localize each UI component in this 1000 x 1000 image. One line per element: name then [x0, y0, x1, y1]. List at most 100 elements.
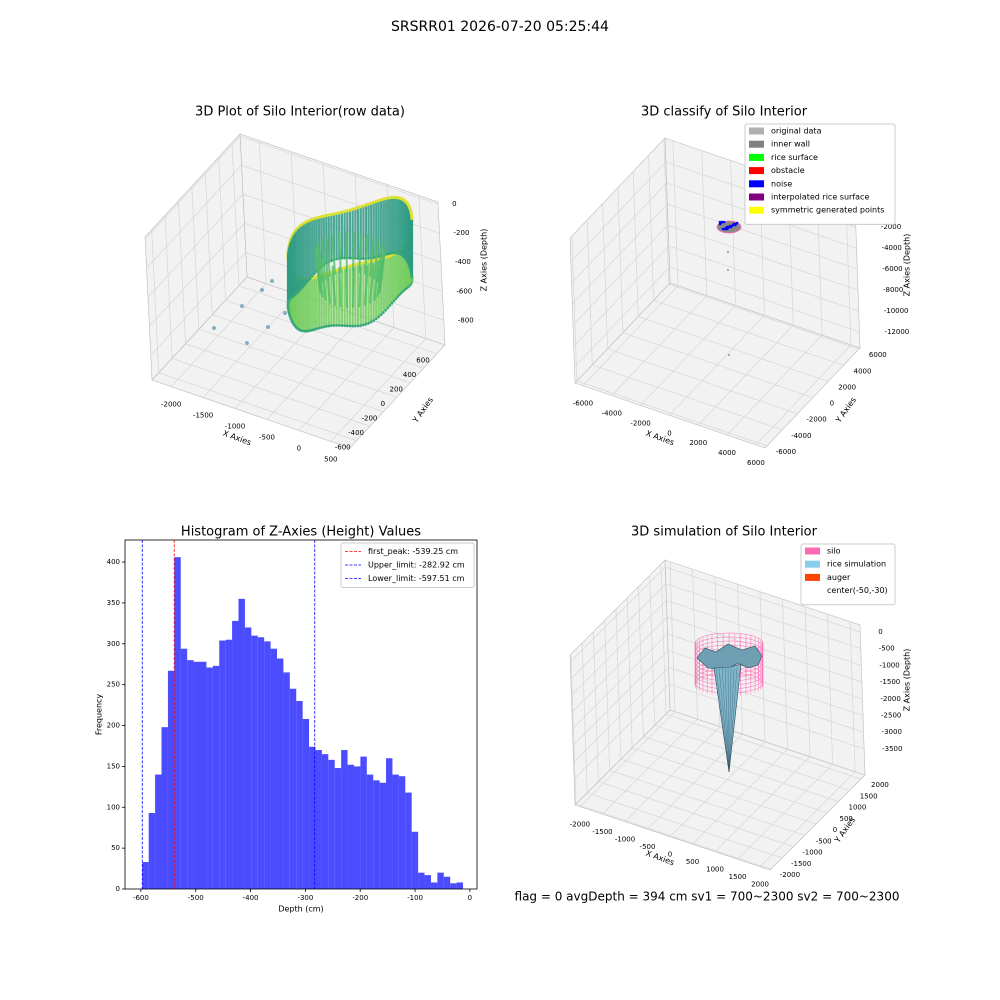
y-tick-label: 300	[107, 640, 120, 648]
tick-label: -500	[879, 645, 895, 653]
histogram-bar	[161, 727, 168, 889]
grid-line	[573, 683, 670, 780]
tick-label: -2000	[161, 401, 181, 409]
histogram-bar	[315, 750, 322, 889]
tick-label: -1000	[615, 836, 635, 844]
legend-label: first_peak: -539.25 cm	[368, 547, 458, 556]
point	[369, 320, 373, 324]
legend-swatch	[749, 193, 764, 201]
tick-label: 0	[297, 444, 301, 452]
grid-line	[698, 324, 794, 426]
tick-label: 2000	[689, 439, 707, 447]
point	[335, 324, 338, 327]
legend-swatch	[749, 127, 764, 135]
point-column	[358, 267, 362, 308]
tick-label: 500	[686, 858, 699, 866]
grid-line	[575, 803, 772, 870]
point	[367, 259, 371, 264]
point	[329, 324, 333, 328]
point	[367, 202, 371, 206]
histogram-bar	[418, 872, 425, 889]
histogram-bar	[193, 661, 201, 889]
point	[324, 213, 328, 218]
tick-label: -1000	[225, 423, 245, 431]
histogram-bar	[212, 665, 220, 889]
grid-line	[266, 316, 363, 420]
legend-swatch	[805, 573, 820, 581]
point	[386, 306, 390, 310]
histogram-bar	[232, 620, 239, 889]
grid-line	[598, 781, 794, 847]
histogram-bar	[180, 648, 188, 889]
histogram-bar	[264, 641, 271, 889]
point	[362, 323, 365, 327]
tick-label: -1500	[592, 828, 612, 836]
point-column	[358, 232, 362, 273]
grid-line	[581, 642, 588, 793]
histogram-bar	[405, 792, 412, 889]
point	[345, 324, 349, 328]
point	[319, 215, 323, 219]
point	[304, 281, 308, 285]
tick-label: -800	[458, 316, 474, 324]
grid-line	[212, 314, 411, 384]
axis-label: Y Axies	[833, 396, 858, 426]
grid-line	[620, 758, 817, 825]
legend-swatch	[805, 547, 820, 555]
histogram-bar	[328, 759, 335, 889]
surface-mesh	[728, 667, 735, 773]
point-column	[325, 263, 331, 304]
point-column	[314, 249, 321, 291]
grid-line	[665, 566, 861, 633]
tick-label: -4000	[791, 432, 811, 440]
legend-box	[744, 123, 896, 225]
histogram-bar	[353, 766, 361, 889]
grid-line	[669, 561, 676, 712]
grid-line	[643, 736, 839, 802]
grid-line	[640, 305, 736, 406]
point	[727, 251, 729, 253]
tick-label: -2000	[806, 416, 826, 424]
outlier-point	[260, 288, 264, 292]
histogram-bar	[347, 764, 354, 889]
tick-label: -3000	[882, 728, 902, 736]
tick-label: 4000	[854, 367, 872, 375]
y-tick-label: 350	[107, 599, 120, 607]
outlier-point	[266, 325, 270, 329]
histogram-bar	[411, 831, 419, 889]
point	[351, 324, 355, 328]
point-column	[369, 236, 375, 277]
histogram-bar	[456, 882, 464, 889]
y-tick-label: 0	[116, 885, 120, 893]
point-column	[317, 242, 324, 283]
point	[354, 324, 357, 328]
tick-label: 0	[830, 400, 834, 408]
point	[310, 274, 314, 278]
tick-label: -12000	[884, 328, 909, 336]
point	[359, 324, 363, 327]
x-tick-label: -100	[407, 894, 423, 902]
histogram-bar	[360, 756, 367, 889]
histogram-bar	[187, 660, 194, 889]
surface-mesh	[721, 667, 730, 773]
tick-label: -500	[640, 843, 656, 851]
tick-label: -1500	[193, 412, 213, 420]
histogram-bar	[244, 627, 252, 889]
tick-label: -1500	[880, 678, 900, 686]
tick-label: -6000	[882, 265, 902, 273]
surface-mesh	[728, 667, 732, 773]
point	[317, 326, 321, 330]
tick-label: -2000	[570, 821, 590, 829]
point	[362, 257, 365, 260]
point	[329, 259, 333, 263]
subplot: -2000-1500-1000-5000500-600-400-20002004…	[144, 105, 489, 463]
noise-point	[733, 223, 737, 227]
grid-line	[204, 171, 213, 315]
grid-line	[231, 142, 240, 286]
legend-label: rice surface	[771, 153, 818, 162]
point-column	[345, 267, 348, 308]
figure-title: SRSRR01 2026-07-20 05:25:44	[391, 19, 609, 35]
point	[319, 326, 323, 329]
legend-label: Upper_limit: -282.92 cm	[368, 561, 465, 570]
point	[361, 261, 366, 265]
